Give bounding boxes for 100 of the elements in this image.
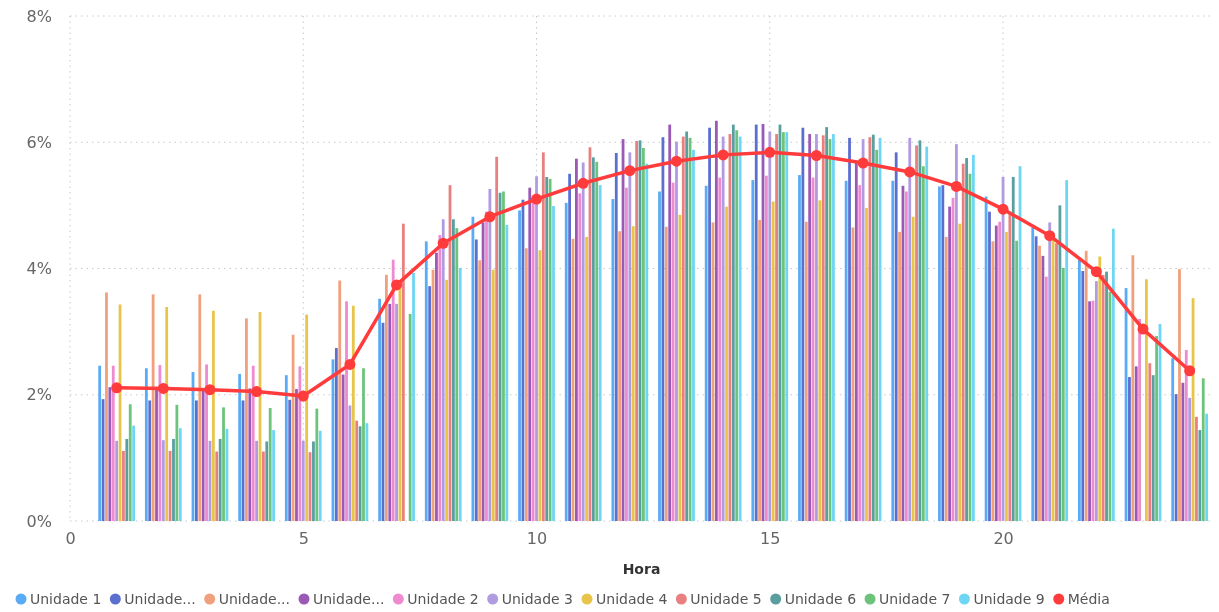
- bar: [642, 147, 645, 521]
- bar: [172, 438, 175, 521]
- bar: [535, 176, 538, 521]
- bar: [355, 420, 359, 521]
- bar: [971, 154, 975, 521]
- point: [717, 149, 729, 161]
- bar: [408, 313, 412, 521]
- bar: [611, 199, 615, 521]
- bar: [255, 440, 259, 521]
- bar: [178, 428, 182, 521]
- bar: [925, 146, 929, 521]
- bar: [591, 157, 595, 521]
- x-tick-label: 5: [298, 529, 309, 549]
- bar: [301, 440, 305, 521]
- bar: [1065, 180, 1069, 521]
- bar: [1181, 382, 1185, 521]
- bar: [115, 440, 119, 521]
- bar: [858, 185, 862, 521]
- bar: [318, 430, 322, 521]
- bar: [222, 407, 225, 521]
- bar: [875, 149, 879, 521]
- point: [1137, 323, 1149, 335]
- legend-label: Unidade 3: [501, 591, 574, 607]
- y-tick-label: 4%: [26, 259, 52, 279]
- bar: [645, 163, 649, 521]
- legend-label: Unidade 2: [407, 591, 479, 607]
- bar: [502, 191, 505, 521]
- bar: [775, 134, 778, 521]
- bar: [345, 301, 348, 521]
- point: [810, 150, 822, 162]
- bar: [1201, 378, 1205, 521]
- point: [577, 177, 589, 189]
- bar: [595, 161, 599, 521]
- bar: [288, 399, 292, 521]
- point: [670, 155, 682, 167]
- bar: [1094, 281, 1098, 521]
- bar: [1098, 256, 1102, 521]
- legend-label: Unidade 5: [690, 591, 762, 607]
- bar: [771, 201, 775, 521]
- bar: [915, 145, 918, 521]
- bar: [1134, 366, 1138, 521]
- legend-label: Unidade...: [124, 591, 196, 607]
- bar: [424, 241, 428, 521]
- bar: [991, 241, 995, 521]
- point: [624, 165, 636, 177]
- point: [437, 237, 449, 249]
- bar: [148, 400, 152, 521]
- bar: [1131, 255, 1135, 521]
- bar: [1044, 276, 1048, 521]
- bar: [815, 134, 818, 521]
- bar: [818, 200, 822, 521]
- bar: [785, 132, 789, 521]
- bar: [575, 158, 578, 521]
- bar: [412, 272, 415, 521]
- point: [950, 180, 962, 192]
- bar: [581, 162, 585, 521]
- bar: [248, 388, 252, 521]
- bar: [441, 219, 445, 521]
- bar: [122, 450, 125, 521]
- bar: [505, 224, 509, 521]
- bar: [295, 389, 298, 521]
- bar: [938, 186, 941, 521]
- bar: [1128, 377, 1131, 521]
- bar: [961, 163, 965, 521]
- bar: [618, 231, 622, 521]
- bar: [298, 366, 302, 521]
- bar: [491, 269, 495, 521]
- bar: [1051, 240, 1055, 521]
- bar: [1034, 236, 1038, 521]
- bar: [341, 374, 345, 521]
- bar: [1031, 227, 1035, 521]
- point: [157, 382, 169, 394]
- bar: [944, 236, 948, 521]
- point: [764, 146, 776, 158]
- x-tick-label: 20: [993, 529, 1014, 549]
- bar: [891, 180, 895, 521]
- point: [297, 390, 309, 402]
- bar: [251, 365, 255, 521]
- bar: [758, 219, 762, 521]
- bar: [218, 438, 222, 521]
- bar: [132, 425, 136, 521]
- bar: [395, 303, 398, 521]
- bar: [108, 387, 112, 521]
- bar: [338, 280, 342, 521]
- point: [391, 279, 403, 291]
- point: [484, 211, 496, 223]
- bar: [804, 221, 808, 521]
- bar: [564, 202, 568, 521]
- bar: [378, 298, 381, 521]
- bar: [725, 206, 728, 521]
- bar: [735, 130, 739, 521]
- bar: [1138, 319, 1142, 521]
- bar: [334, 348, 338, 521]
- bar: [111, 365, 115, 521]
- bar: [155, 388, 158, 521]
- bar: [478, 260, 482, 521]
- x-tick-label: 15: [760, 529, 781, 549]
- point: [904, 166, 916, 178]
- bar: [781, 132, 785, 521]
- bar: [768, 131, 772, 521]
